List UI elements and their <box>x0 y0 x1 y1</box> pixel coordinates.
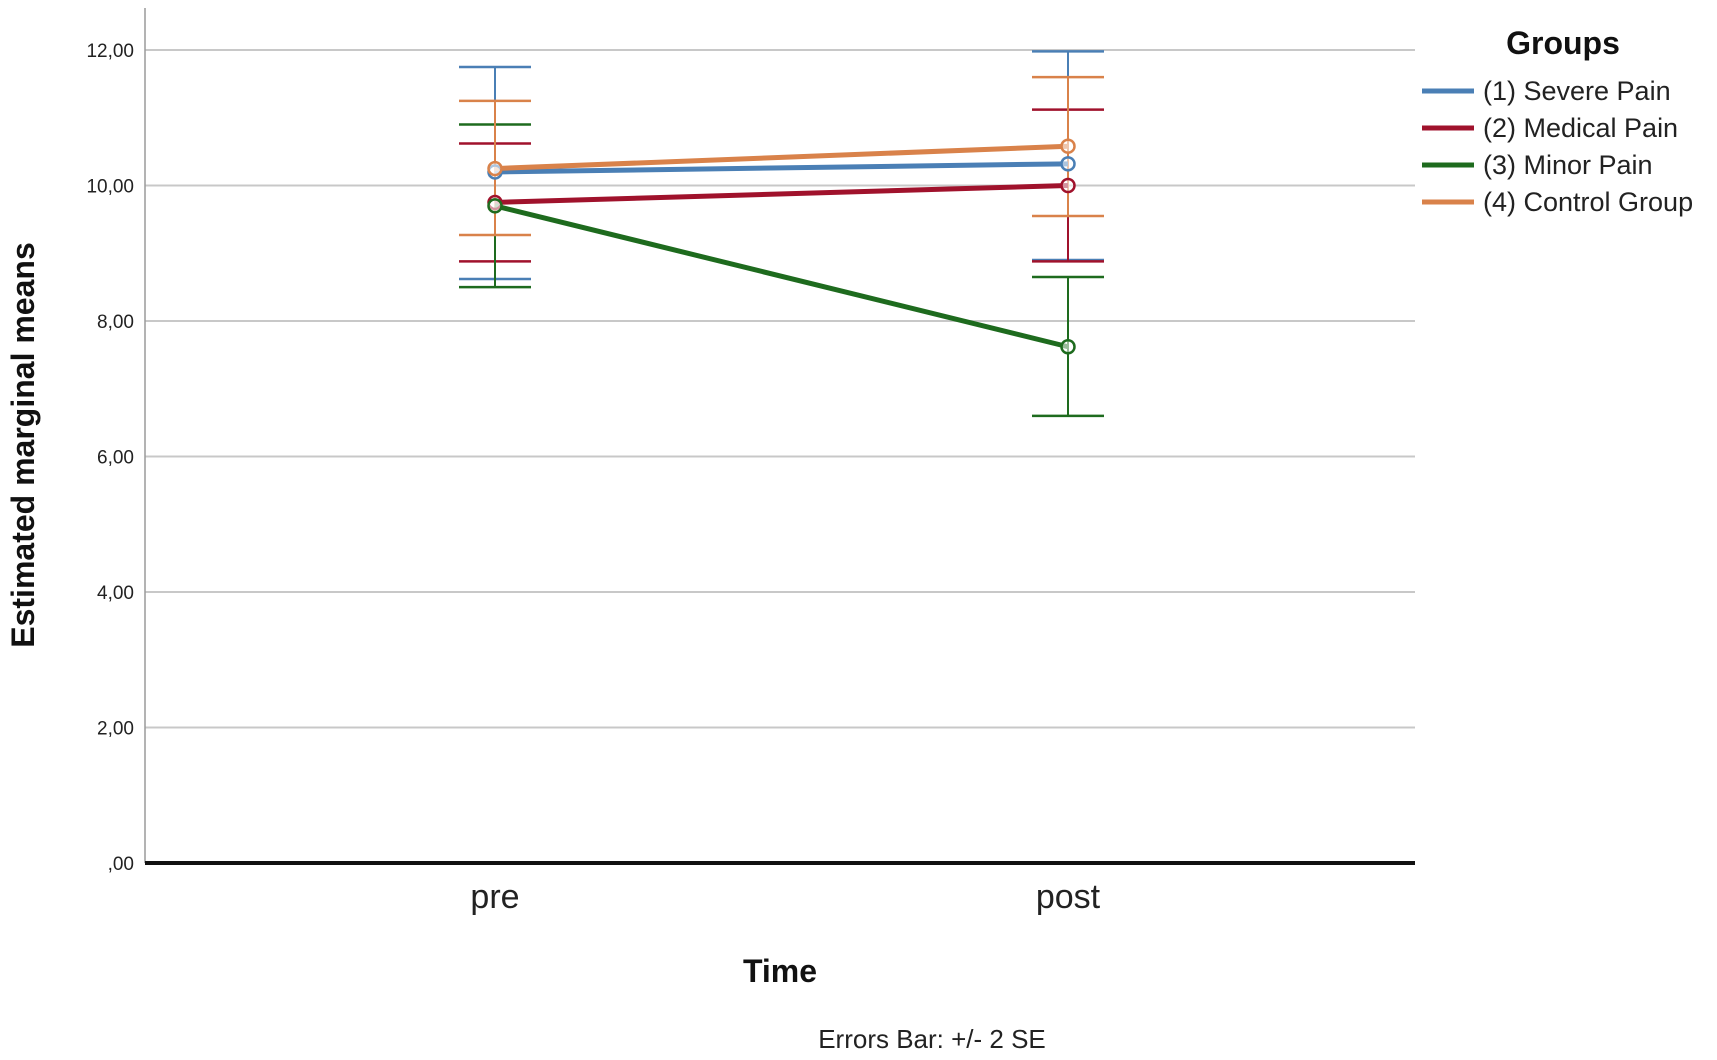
error-bars <box>459 50 1104 418</box>
data-point-1-severe-pain-post <box>1060 156 1076 172</box>
series-line-4-control-group <box>494 143 1069 172</box>
y-tick-label: 2,00 <box>97 719 134 740</box>
data-point-2-medical-pain-post <box>1060 177 1076 194</box>
data-point-4-control-group-pre <box>487 160 503 177</box>
y-tick-labels: ,00 2,00 4,00 6,00 8,00 10,00 12,00 <box>86 41 134 875</box>
series-line-1-severe-pain <box>494 161 1069 175</box>
y-tick-label: 12,00 <box>86 41 134 62</box>
data-point-3-minor-pain-pre <box>487 198 503 214</box>
legend: Groups (1) Severe Pain (2) Medical Pain (3… <box>1422 25 1693 217</box>
y-tick-label: 10,00 <box>86 177 134 198</box>
y-tick-label: 4,00 <box>97 583 134 604</box>
y-axis-title: Estimated marginal means <box>5 242 41 647</box>
legend-label: (3) Minor Pain <box>1483 150 1653 180</box>
data-points <box>487 138 1076 355</box>
legend-item-1-severe-pain: (1) Severe Pain <box>1422 76 1671 106</box>
data-point-4-control-group-post <box>1060 138 1076 154</box>
x-tick-label-pre: pre <box>470 878 519 916</box>
series-lines <box>494 143 1069 350</box>
x-axis-title: Time <box>743 953 817 989</box>
legend-title: Groups <box>1506 25 1620 61</box>
legend-item-4-control-group: (4) Control Group <box>1422 187 1693 217</box>
legend-label: (1) Severe Pain <box>1483 76 1671 106</box>
errorbar-footnote: Errors Bar: +/- 2 SE <box>818 1024 1046 1054</box>
x-tick-label-post: post <box>1036 878 1101 916</box>
axes <box>144 8 1415 865</box>
y-tick-label: 8,00 <box>97 312 134 333</box>
x-tick-labels: pre post <box>470 878 1100 916</box>
y-tick-label: 6,00 <box>97 448 134 469</box>
legend-item-2-medical-pain: (2) Medical Pain <box>1422 113 1678 143</box>
series-line-3-minor-pain <box>494 203 1069 350</box>
gridlines <box>145 49 1415 729</box>
data-point-3-minor-pain-post <box>1060 338 1076 355</box>
legend-label: (4) Control Group <box>1483 187 1693 217</box>
legend-item-3-minor-pain: (3) Minor Pain <box>1422 150 1653 180</box>
series-line-2-medical-pain <box>494 183 1069 205</box>
y-tick-label: ,00 <box>108 854 134 875</box>
legend-label: (2) Medical Pain <box>1483 113 1678 143</box>
